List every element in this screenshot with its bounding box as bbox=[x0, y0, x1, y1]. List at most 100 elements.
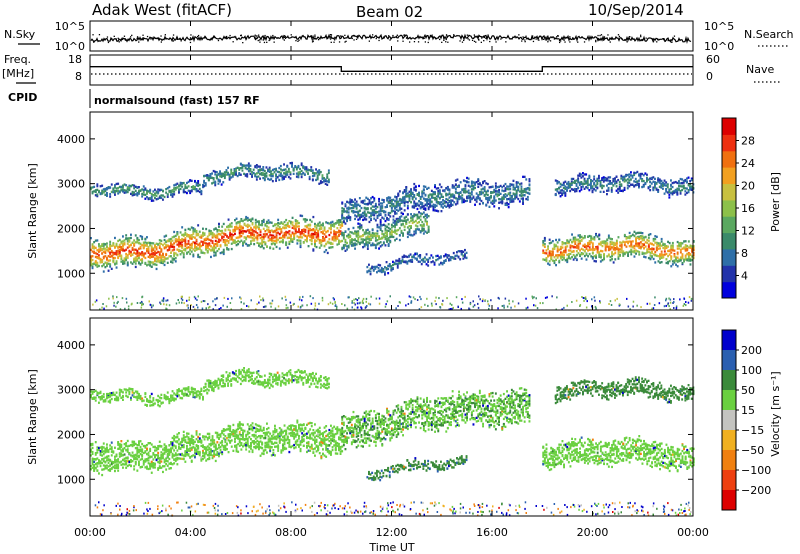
scatter-cell bbox=[245, 238, 248, 241]
scatter-cell bbox=[125, 257, 128, 260]
scatter-cell bbox=[225, 169, 228, 172]
scatter-cell bbox=[266, 245, 268, 248]
scatter-cell bbox=[275, 228, 278, 232]
scatter-cell bbox=[387, 196, 390, 199]
scatter-cell bbox=[350, 238, 353, 241]
scatter-cell bbox=[246, 167, 249, 171]
nsky-point bbox=[314, 34, 316, 36]
scatter-cell bbox=[470, 190, 473, 194]
scatter-cell bbox=[219, 239, 222, 242]
scatter-cell bbox=[334, 222, 337, 225]
scatter-cell bbox=[237, 226, 240, 230]
scatter-cell bbox=[102, 245, 105, 248]
scatter-cell bbox=[601, 186, 604, 190]
scatter-cell bbox=[158, 251, 161, 254]
scatter-cell bbox=[215, 174, 218, 177]
scatter-cell bbox=[598, 251, 601, 254]
scatter-cell bbox=[627, 251, 629, 254]
scatter-cell bbox=[218, 232, 220, 236]
scatter-cell bbox=[206, 250, 209, 254]
nsky-point bbox=[561, 38, 563, 40]
scatter-cell bbox=[618, 187, 621, 190]
scatter-cell bbox=[307, 229, 310, 233]
scatter-cell bbox=[107, 186, 110, 190]
scatter-cell bbox=[427, 226, 430, 229]
scatter-cell bbox=[238, 234, 241, 237]
scatter-cell bbox=[344, 238, 347, 242]
scatter-cell bbox=[326, 251, 329, 255]
nsky-point bbox=[602, 39, 605, 41]
scatter-cell bbox=[224, 233, 227, 236]
scatter-cell bbox=[607, 236, 610, 239]
scatter-cell bbox=[355, 207, 358, 210]
scatter-cell bbox=[168, 246, 171, 249]
scatter-cell bbox=[294, 224, 297, 228]
scatter-cell bbox=[559, 251, 562, 254]
scatter-cell bbox=[281, 176, 284, 179]
scatter-cell bbox=[591, 242, 594, 245]
scatter-cell bbox=[561, 243, 564, 246]
scatter-cell bbox=[203, 185, 205, 188]
scatter-cell bbox=[365, 196, 368, 199]
scatter-cell bbox=[265, 174, 268, 178]
scatter-cell bbox=[189, 249, 192, 252]
scatter-cell bbox=[644, 235, 647, 239]
scatter-cell bbox=[251, 239, 254, 242]
scatter-cell bbox=[639, 235, 642, 238]
scatter-cell bbox=[379, 224, 382, 227]
scatter-cell bbox=[277, 221, 280, 225]
scatter-cell bbox=[93, 247, 96, 250]
scatter-cell bbox=[214, 251, 217, 254]
scatter-cell bbox=[98, 250, 100, 253]
nsky-point bbox=[522, 36, 524, 38]
beam-title: Beam 02 bbox=[356, 3, 423, 21]
scatter-cell bbox=[585, 173, 588, 176]
scatter-cell bbox=[120, 260, 123, 263]
scatter-cell bbox=[117, 189, 120, 193]
scatter-cell bbox=[197, 182, 200, 185]
scatter-cell bbox=[117, 249, 120, 252]
scatter-cell bbox=[663, 245, 666, 248]
scatter-cell bbox=[109, 243, 112, 246]
scatter-cell bbox=[346, 245, 348, 248]
scatter-cell bbox=[416, 193, 419, 196]
scatter-cell bbox=[206, 174, 209, 177]
scatter-cell bbox=[94, 190, 97, 194]
scatter-cell bbox=[184, 186, 187, 190]
scatter-cell bbox=[91, 255, 94, 258]
scatter-cell bbox=[593, 183, 596, 186]
scatter-cell bbox=[574, 236, 577, 239]
scatter-cell bbox=[660, 250, 663, 253]
scatter-cell bbox=[362, 218, 364, 222]
scatter-cell bbox=[676, 247, 679, 250]
scatter-cell bbox=[147, 251, 150, 254]
freq-unit: [MHz] bbox=[2, 67, 34, 80]
scatter-cell bbox=[422, 216, 425, 219]
scatter-cell bbox=[366, 245, 369, 248]
scatter-cell bbox=[99, 261, 102, 264]
scatter-cell bbox=[625, 251, 628, 254]
scatter-cell bbox=[395, 196, 398, 199]
scatter-cell bbox=[366, 270, 369, 273]
scatter-cell bbox=[596, 235, 599, 238]
nsky-point bbox=[382, 36, 385, 38]
scatter-cell bbox=[203, 181, 205, 184]
scatter-cell bbox=[230, 172, 233, 175]
nsky-point bbox=[297, 40, 299, 42]
scatter-cell bbox=[288, 220, 291, 223]
scatter-cell bbox=[469, 198, 472, 202]
scatter-cell bbox=[104, 266, 107, 269]
scatter-cell bbox=[580, 247, 583, 250]
scatter-cell bbox=[376, 226, 379, 229]
scatter-cell bbox=[564, 242, 567, 245]
scatter-cell bbox=[253, 226, 256, 229]
scatter-cell bbox=[445, 205, 448, 208]
scatter-cell bbox=[382, 235, 385, 238]
scatter-cell bbox=[418, 228, 420, 231]
scatter-cell bbox=[496, 190, 499, 193]
scatter-cell bbox=[408, 193, 411, 196]
scatter-cell bbox=[483, 186, 486, 189]
scatter-cell bbox=[106, 263, 108, 266]
scatter-cell bbox=[620, 177, 623, 180]
scatter-cell bbox=[181, 241, 184, 244]
